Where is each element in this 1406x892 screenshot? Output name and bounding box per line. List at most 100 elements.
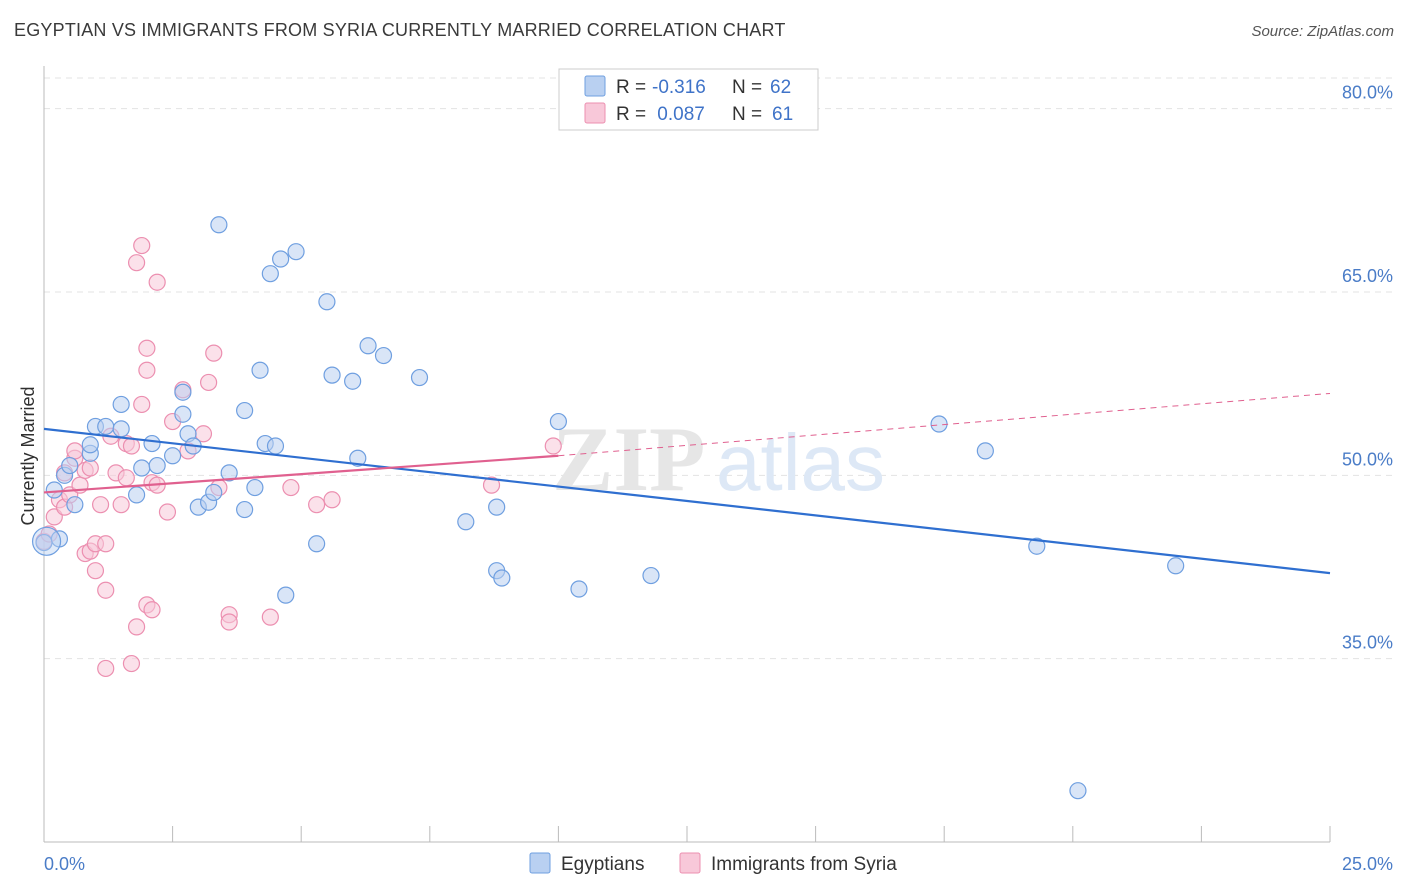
legend-swatch-syria (584, 102, 606, 124)
data-point-egyptians (308, 535, 326, 553)
bottom-legend: Egyptians Immigrants from Syria (529, 852, 897, 875)
data-point-syria (544, 437, 562, 455)
data-point-egyptians (344, 372, 362, 390)
data-point-syria (117, 469, 135, 487)
bottom-legend-egyptians: Egyptians (561, 854, 644, 875)
legend-n-label-2: N = (732, 104, 762, 125)
data-point-egyptians (174, 383, 192, 401)
data-point-egyptians (127, 486, 146, 504)
data-point-egyptians (61, 456, 79, 475)
data-point-syria (122, 654, 141, 673)
data-point-egyptians (261, 265, 279, 283)
data-point-egyptians (112, 395, 130, 414)
trend-line-syria-extension (558, 392, 1331, 457)
data-point-egyptians (976, 442, 994, 460)
data-point-syria (158, 503, 177, 521)
data-point-egyptians (45, 481, 63, 499)
watermark-zip: ZIP (552, 408, 705, 510)
chart-title: EGYPTIAN VS IMMIGRANTS FROM SYRIA CURREN… (14, 20, 786, 40)
data-point-egyptians (488, 498, 506, 516)
data-point-syria (97, 659, 115, 678)
data-point-syria (200, 373, 218, 392)
data-point-egyptians (266, 437, 285, 455)
legend-box: R = -0.316 N = 62 R = 0.087 N = 61 (558, 68, 819, 131)
data-point-egyptians (112, 420, 130, 438)
data-point-egyptians (410, 368, 429, 387)
data-point-egyptians (81, 436, 99, 454)
data-point-egyptians (272, 250, 290, 268)
data-point-egyptians (323, 366, 341, 384)
data-point-egyptians (493, 569, 511, 587)
trend-line-syria (43, 454, 559, 494)
data-point-syria (282, 478, 300, 497)
data-point-syria (127, 618, 146, 636)
data-point-egyptians-cluster (31, 526, 62, 556)
data-point-egyptians (549, 412, 568, 431)
data-point-egyptians (205, 483, 223, 502)
data-point-syria (143, 601, 161, 619)
chart-source: Source: ZipAtlas.com (1251, 23, 1394, 40)
data-point-egyptians (349, 449, 367, 467)
data-point-egyptians (174, 405, 192, 423)
trend-lines (43, 392, 1331, 575)
legend-r-label-1: R = (616, 77, 646, 98)
legend-r-value-2: 0.087 (652, 104, 705, 125)
data-point-syria (261, 608, 279, 626)
data-point-syria (205, 344, 223, 362)
data-point-egyptians (1167, 557, 1185, 575)
grid-lines (44, 77, 1395, 660)
data-point-syria (133, 395, 151, 414)
data-point-syria (148, 273, 166, 291)
data-point-egyptians (930, 415, 948, 433)
data-point-syria (133, 236, 151, 255)
x-tick-label: 0.0% (44, 854, 85, 874)
watermark-atlas: atlas (716, 418, 885, 507)
data-point-egyptians (251, 361, 269, 379)
bottom-legend-syria: Immigrants from Syria (711, 854, 897, 875)
data-point-egyptians (642, 566, 660, 585)
data-point-egyptians (133, 459, 151, 477)
data-point-egyptians (457, 513, 475, 531)
data-point-syria (323, 491, 341, 509)
data-point-syria (138, 339, 156, 357)
data-point-syria (482, 476, 501, 494)
data-point-egyptians (236, 401, 254, 420)
legend-n-value-1: 62 (770, 77, 791, 98)
legend-swatch-egyptians (584, 75, 606, 97)
data-point-egyptians (277, 586, 295, 604)
data-point-syria (127, 254, 146, 272)
legend-r-label-2: R = (616, 104, 646, 125)
data-point-egyptians (246, 478, 264, 497)
data-point-egyptians (1069, 782, 1087, 800)
data-point-syria (86, 562, 105, 580)
trend-line-egyptians (43, 427, 1331, 575)
series-egyptians-points (31, 216, 1185, 800)
data-point-syria (66, 442, 84, 460)
data-point-egyptians (359, 337, 377, 355)
data-point-syria (220, 613, 238, 631)
data-point-syria (81, 459, 99, 477)
data-point-egyptians (236, 500, 254, 519)
data-point-egyptians (374, 346, 393, 365)
x-tick-label: 25.0% (1342, 854, 1393, 874)
data-point-syria (97, 581, 115, 599)
legend-r-value-1: -0.316 (652, 77, 706, 98)
y-tick-label: 50.0% (1342, 449, 1393, 469)
data-point-syria (91, 496, 110, 514)
data-point-egyptians (66, 496, 84, 514)
svg-text:R =: R = (616, 77, 646, 98)
data-point-egyptians (318, 293, 336, 311)
axes: 35.0% 50.0% 65.0% 80.0% 0.0% 25.0% (43, 66, 1393, 874)
data-point-syria (112, 496, 130, 514)
bottom-legend-swatch-egyptians (529, 852, 551, 874)
legend-n-value-2: 61 (772, 104, 793, 125)
data-point-egyptians (570, 580, 588, 598)
data-point-syria (308, 496, 326, 514)
data-point-syria (138, 361, 156, 379)
data-point-egyptians (210, 216, 228, 234)
y-tick-label: 80.0% (1342, 83, 1393, 103)
data-point-egyptians (143, 434, 161, 453)
data-point-egyptians (1028, 537, 1046, 555)
data-point-egyptians (164, 447, 182, 465)
